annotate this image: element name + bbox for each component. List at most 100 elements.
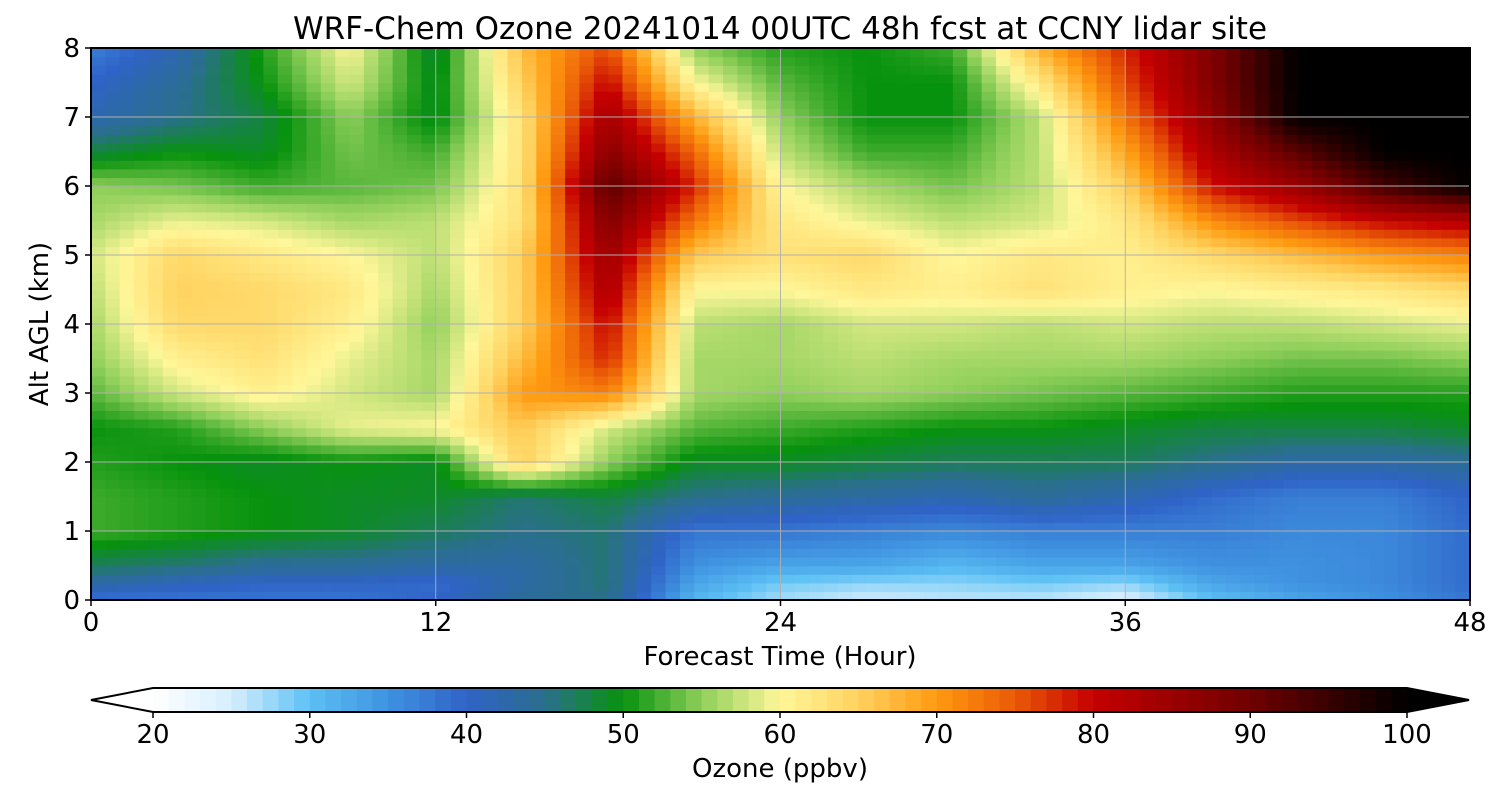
heatmap-cell: [837, 427, 854, 437]
heatmap-cell: [421, 548, 437, 558]
heatmap-cell: [895, 401, 911, 411]
heatmap-cell: [895, 505, 911, 515]
heatmap-cell: [119, 470, 135, 480]
heatmap-cell: [881, 298, 897, 308]
heatmap-cell: [651, 427, 667, 437]
heatmap-cell: [708, 255, 724, 265]
heatmap-cell: [924, 272, 940, 282]
heatmap-cell: [737, 211, 753, 222]
heatmap-cell: [708, 401, 724, 411]
heatmap-cell: [1110, 237, 1126, 248]
heatmap-cell: [1211, 565, 1227, 575]
heatmap-cell: [1139, 556, 1155, 567]
heatmap-cell: [478, 108, 494, 118]
heatmap-cell: [277, 151, 293, 161]
heatmap-cell: [881, 375, 897, 386]
heatmap-cell: [493, 565, 509, 575]
heatmap-cell: [220, 341, 236, 351]
heatmap-cell: [636, 272, 652, 282]
heatmap-cell: [895, 427, 911, 437]
heatmap-cell: [579, 341, 595, 351]
heatmap-cell: [1168, 194, 1184, 204]
heatmap-cell: [1039, 470, 1055, 480]
heatmap-cell: [579, 418, 595, 429]
heatmap-cell: [263, 160, 279, 170]
heatmap-cell: [435, 470, 451, 480]
heatmap-cell: [148, 574, 164, 584]
heatmap-cell: [119, 272, 135, 282]
heatmap-cell: [205, 142, 221, 153]
heatmap-cell: [191, 82, 207, 92]
heatmap-cell: [292, 591, 308, 600]
heatmap-cell: [622, 168, 638, 179]
heatmap-cell: [220, 186, 236, 196]
heatmap-cell: [751, 324, 767, 334]
heatmap-cell: [895, 177, 911, 187]
heatmap-cell: [263, 289, 279, 299]
heatmap-cell: [1039, 444, 1055, 455]
heatmap-cell: [895, 56, 911, 66]
heatmap-cell: [1125, 349, 1141, 360]
heatmap-cell: [349, 522, 365, 532]
heatmap-cell: [392, 556, 408, 567]
heatmap-cell: [967, 246, 983, 256]
heatmap-cell: [249, 453, 265, 463]
heatmap-cell: [105, 367, 121, 377]
heatmap-cell: [1067, 393, 1083, 403]
heatmap-cell: [809, 418, 825, 429]
heatmap-cell: [665, 56, 681, 66]
heatmap-cell: [881, 462, 897, 472]
heatmap-cell: [392, 65, 408, 75]
heatmap-cell: [651, 151, 667, 161]
heatmap-cell: [550, 177, 566, 187]
heatmap-cell: [708, 229, 724, 239]
heatmap-cell: [263, 134, 279, 144]
heatmap-cell: [780, 203, 796, 213]
heatmap-cell: [119, 444, 135, 455]
heatmap-cell: [1110, 211, 1126, 222]
heatmap-cell: [407, 401, 423, 411]
heatmap-cell: [162, 349, 178, 360]
heatmap-cell: [1139, 82, 1155, 92]
heatmap-cell: [105, 229, 121, 239]
heatmap-cell: [751, 444, 767, 455]
heatmap-cell: [335, 186, 351, 196]
heatmap-cell: [249, 99, 265, 110]
heatmap-cell: [995, 358, 1012, 368]
heatmap-cell: [723, 108, 739, 118]
heatmap-cell: [565, 73, 581, 84]
heatmap-cell: [1067, 349, 1083, 360]
heatmap-cell: [708, 65, 724, 75]
heatmap-cell: [134, 298, 150, 308]
heatmap-cell: [766, 479, 782, 489]
heatmap-cell: [1153, 358, 1170, 368]
heatmap-cell: [924, 349, 940, 360]
heatmap-cell: [464, 246, 480, 256]
heatmap-cell: [450, 229, 466, 239]
heatmap-cell: [191, 194, 207, 204]
heatmap-cell: [1010, 401, 1026, 411]
heatmap-cell: [249, 375, 265, 386]
heatmap-cell: [450, 306, 466, 317]
heatmap-cell: [1168, 358, 1184, 368]
heatmap-cell: [407, 186, 423, 196]
heatmap-cell: [909, 332, 925, 342]
heatmap-cell: [277, 280, 293, 291]
heatmap-cell: [651, 479, 667, 489]
heatmap-cell: [421, 556, 437, 567]
heatmap-cell: [579, 48, 595, 58]
heatmap-cell: [636, 591, 652, 600]
heatmap-cell: [1110, 367, 1126, 377]
heatmap-cell: [622, 324, 638, 334]
heatmap-cell: [1096, 280, 1112, 291]
heatmap-cell: [1067, 99, 1083, 110]
heatmap-cell: [952, 229, 968, 239]
heatmap-cell: [1197, 539, 1213, 549]
heatmap-cell: [780, 177, 796, 187]
heatmap-cell: [493, 56, 509, 66]
heatmap-cell: [723, 367, 739, 377]
heatmap-cell: [493, 539, 509, 549]
heatmap-cell: [191, 349, 207, 360]
heatmap-cell: [866, 539, 882, 549]
heatmap-cell: [967, 393, 983, 403]
